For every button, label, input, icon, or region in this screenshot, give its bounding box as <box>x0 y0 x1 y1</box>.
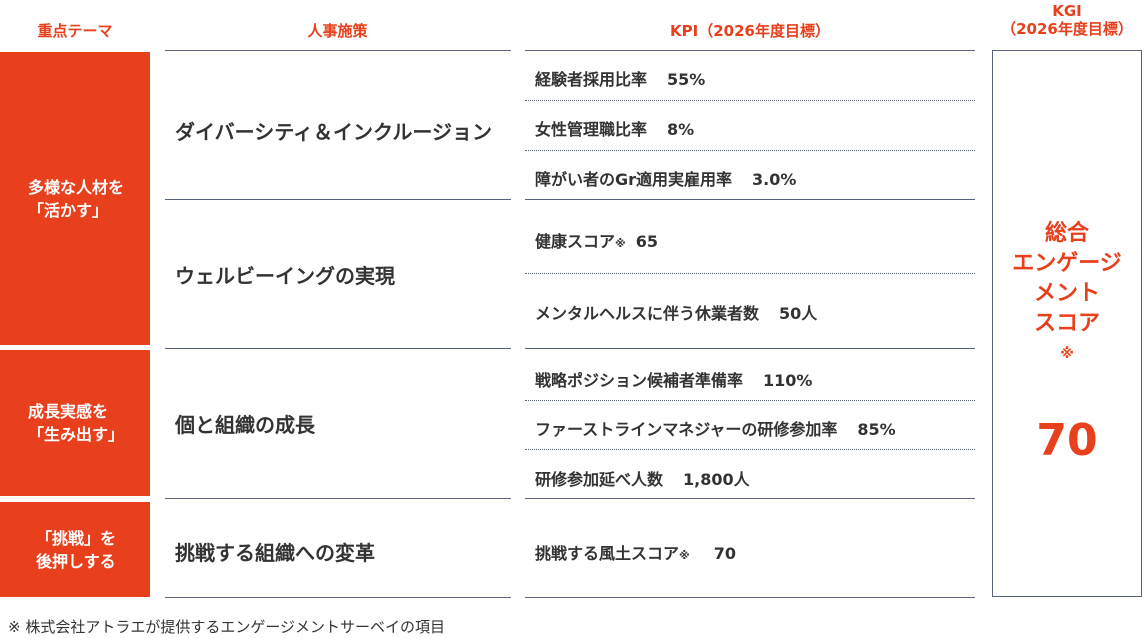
header-kgi-line2: （2026年度目標） <box>1001 20 1133 38</box>
kpi-note-mark: ※ <box>615 237 626 250</box>
policy-rule <box>165 199 511 200</box>
kgi-name-line: エンゲージ <box>1012 251 1122 276</box>
kpi-name: 健康スコア <box>535 232 616 251</box>
policy-diversity-inclusion: ダイバーシティ＆インクルージョン <box>175 120 492 144</box>
footnote: ※ 株式会社アトラエが提供するエンゲージメントサーベイの項目 <box>8 618 446 636</box>
kgi-name-last: スコア <box>1033 311 1100 336</box>
header-kpi: KPI（2026年度目標） <box>670 22 830 40</box>
kpi-item: 経験者採用比率 55% <box>535 66 705 90</box>
kpi-divider <box>525 449 975 450</box>
kpi-item: メンタルヘルスに伴う休業者数 50人 <box>535 300 817 324</box>
kpi-value: 55% <box>667 70 706 89</box>
kpi-note-mark: ※ <box>679 549 690 562</box>
kpi-item: 健康スコア※ 65 <box>535 228 658 252</box>
kpi-name: 障がい者のGr適用実雇用率 <box>535 170 733 189</box>
kpi-item: 障がい者のGr適用実雇用率 3.0% <box>535 166 796 190</box>
kpi-name: ファーストラインマネジャーの研修参加率 <box>535 420 838 439</box>
kpi-name: 女性管理職比率 <box>535 120 648 139</box>
kpi-rule <box>525 50 975 51</box>
policy-rule <box>165 597 511 598</box>
kpi-item: 戦略ポジション候補者準備率 110% <box>535 367 812 391</box>
policy-rule <box>165 348 511 349</box>
kpi-value: 3.0% <box>752 170 797 189</box>
theme-label: 多様な人材を 「活かす」 <box>27 177 124 220</box>
kpi-value: 70 <box>713 544 736 563</box>
kpi-item: 研修参加延べ人数 1,800人 <box>535 466 750 490</box>
kpi-name: 挑戦する風土スコア <box>535 544 680 563</box>
kpi-name: 戦略ポジション候補者準備率 <box>535 371 744 390</box>
kpi-value: 8% <box>667 120 695 139</box>
header-policy: 人事施策 <box>307 22 368 40</box>
kgi-box: 総合 エンゲージ メント スコア ※ 70 <box>992 50 1142 597</box>
kpi-name: メンタルヘルスに伴う休業者数 <box>535 304 760 323</box>
header-theme: 重点テーマ <box>37 22 113 40</box>
kpi-divider <box>525 273 975 274</box>
kpi-name: 経験者採用比率 <box>535 70 648 89</box>
kpi-divider <box>525 100 975 101</box>
kpi-item: 挑戦する風土スコア※ 70 <box>535 540 736 564</box>
kpi-rule <box>525 498 975 499</box>
kgi-name-line: スコア ※ <box>993 309 1141 369</box>
policy-challenge: 挑戦する組織への変革 <box>175 541 375 565</box>
policy-rule <box>165 50 511 51</box>
kpi-name: 研修参加延べ人数 <box>535 470 664 489</box>
header-kgi-line1: KGI <box>1052 2 1082 20</box>
theme-challenge: 「挑戦」を 後押しする <box>0 502 150 597</box>
theme-label: 成長実感を 「生み出す」 <box>27 402 124 444</box>
kgi-name-line: メント <box>1033 281 1100 306</box>
theme-growth: 成長実感を 「生み出す」 <box>0 350 150 496</box>
kpi-value: 1,800人 <box>683 470 750 489</box>
kpi-value: 50人 <box>779 304 818 323</box>
policy-growth: 個と組織の成長 <box>175 413 315 437</box>
kpi-rule <box>525 199 975 200</box>
kpi-item: ファーストラインマネジャーの研修参加率 85% <box>535 416 896 440</box>
kpi-value: 65 <box>635 232 658 251</box>
kgi-name: 総合 エンゲージ メント スコア ※ <box>993 219 1141 369</box>
kpi-divider <box>525 150 975 151</box>
policy-wellbeing: ウェルビーイングの実現 <box>175 264 395 288</box>
kpi-value: 85% <box>857 420 896 439</box>
kgi-value: 70 <box>1036 415 1098 466</box>
kpi-rule <box>525 348 975 349</box>
header-kgi: KGI （2026年度目標） <box>988 2 1146 38</box>
kgi-name-line: 総合 <box>1044 221 1089 246</box>
policy-rule <box>165 498 511 499</box>
kpi-value: 110% <box>763 371 813 390</box>
kpi-rule <box>525 597 975 598</box>
kpi-divider <box>525 400 975 401</box>
kpi-item: 女性管理職比率 8% <box>535 116 694 140</box>
kgi-note-mark: ※ <box>1060 346 1074 362</box>
theme-label: 「挑戦」を 後押しする <box>35 528 116 571</box>
theme-diversity: 多様な人材を 「活かす」 <box>0 52 150 345</box>
